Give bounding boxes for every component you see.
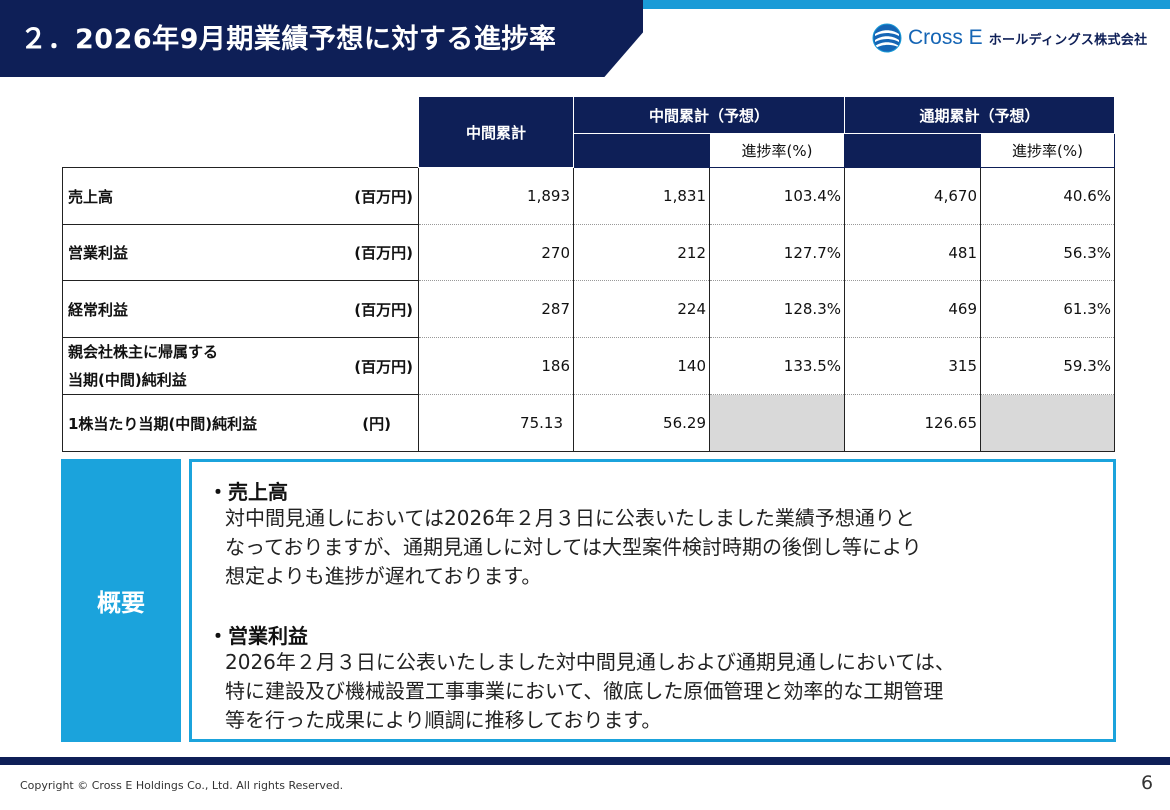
header-interim-forecast-value [573,133,710,168]
table-row: 1株当たり当期(中間)純利益 (円) 75.13 56.29 126.65 [62,394,1115,452]
title-band [0,0,643,77]
cross-e-logo-icon [872,23,902,53]
cell-interim-progress: 103.4% [709,167,845,225]
row-label: 親会社株主に帰属する [68,343,219,361]
row-unit: (百万円) [354,357,413,376]
row-label: 売上高 [68,187,114,206]
cell-interim-actual: 1,893 [418,167,574,225]
copyright: Copyright © Cross E Holdings Co., Ltd. A… [20,779,344,792]
row-label-cell: 1株当たり当期(中間)純利益 (円) [62,394,419,452]
row-label: 経常利益 [68,300,129,319]
cell-full-progress: 61.3% [980,280,1115,338]
table-corner [63,97,419,168]
header-interim-forecast: 中間累計（予想） [573,96,845,134]
table-row: 親会社株主に帰属する 当期(中間)純利益 (百万円) 186 140 133.5… [62,337,1115,395]
row-unit: (百万円) [354,244,413,262]
table-row: 売上高 (百万円) 1,893 1,831 103.4% 4,670 40.6% [62,167,1115,225]
summary-heading-operating-profit: ・営業利益 [208,624,308,648]
cell-full-progress: 56.3% [980,224,1115,281]
table-row: 営業利益 (百万円) 270 212 127.7% 481 56.3% [62,224,1115,281]
cell-full-forecast: 469 [844,280,981,338]
header-interim-progress: 進捗率(%) [709,133,845,168]
cell-interim-progress: 133.5% [709,337,845,395]
row-unit: (円) [362,414,391,433]
cell-full-forecast: 4,670 [844,167,981,225]
row-unit: (百万円) [354,187,413,206]
cell-interim-forecast: 140 [573,337,710,395]
cell-full-forecast: 315 [844,337,981,395]
cell-full-forecast: 126.65 [844,394,981,452]
cell-interim-forecast: 1,831 [573,167,710,225]
cell-interim-forecast: 56.29 [573,394,710,452]
page-number: 6 [1141,772,1154,794]
summary-label: 概要 [61,459,181,742]
cell-interim-progress: 127.7% [709,224,845,281]
cell-interim-actual: 186 [418,337,574,395]
table-row: 経常利益 (百万円) 287 224 128.3% 469 61.3% [62,280,1115,338]
row-label-cell: 親会社株主に帰属する 当期(中間)純利益 (百万円) [62,337,419,395]
row-label: 1株当たり当期(中間)純利益 [68,414,258,433]
summary-text-sales-1: 対中間見通しにおいては2026年２月３日に公表いたしました業績予想通りと [225,506,915,530]
row-label-cell: 営業利益 (百万円) [62,224,419,281]
cell-full-progress: 59.3% [980,337,1115,395]
cell-full-progress-empty [980,394,1115,452]
page-title: ２．2026年9月期業績予想に対する進捗率 [20,24,557,55]
summary-text-op-3: 等を行った成果により順調に推移しております。 [225,708,662,732]
logo-brand: Cross E [908,26,983,49]
header-full-forecast-value [844,133,981,168]
cell-interim-actual: 75.13 [418,394,574,452]
cell-interim-progress-empty [709,394,845,452]
row-label: 営業利益 [68,244,129,262]
summary-heading-sales: ・売上高 [208,480,288,504]
cell-interim-actual: 270 [418,224,574,281]
cell-full-forecast: 481 [844,224,981,281]
summary-text-op-2: 特に建設及び機械設置工事事業において、徹底した原価管理と効率的な工期管理 [225,679,944,703]
row-label-cell: 経常利益 (百万円) [62,280,419,338]
forecast-progress-table: 中間累計 中間累計（予想） 通期累計（予想） 進捗率(%) 進捗率(%) 売上高… [62,96,1115,452]
summary-text-sales-3: 想定よりも進捗が遅れております。 [225,564,542,588]
row-label-cell: 売上高 (百万円) [62,167,419,225]
top-accent-stripe [643,0,1170,9]
logo-company: ホールディングス株式会社 [988,32,1148,48]
cell-interim-actual: 287 [418,280,574,338]
company-logo: Cross E ホールディングス株式会社 [872,22,1147,54]
header-full-forecast: 通期累計（予想） [844,96,1115,134]
cell-interim-progress: 128.3% [709,280,845,338]
footer-bar [0,757,1170,765]
cell-interim-forecast: 212 [573,224,710,281]
row-unit: (百万円) [354,300,413,319]
summary-text-op-1: 2026年２月３日に公表いたしました対中間見通しおよび通期見通しにおいては、 [225,650,955,674]
row-label-line2: 当期(中間)純利益 [68,371,187,389]
cell-interim-forecast: 224 [573,280,710,338]
header-full-progress: 進捗率(%) [980,133,1115,168]
cell-full-progress: 40.6% [980,167,1115,225]
header-interim-actual: 中間累計 [418,96,574,168]
summary-text-sales-2: なっておりますが、通期見通しに対しては大型案件検討時期の後倒し等により [225,535,922,559]
summary-box: ・売上高 対中間見通しにおいては2026年２月３日に公表いたしました業績予想通り… [189,459,1116,742]
